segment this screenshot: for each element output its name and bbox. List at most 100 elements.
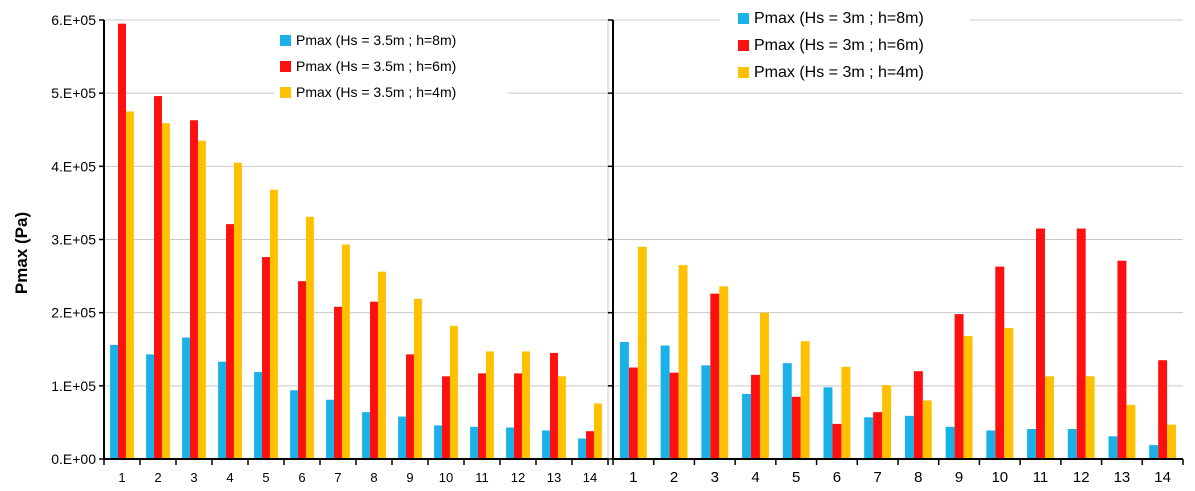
bar	[800, 341, 810, 459]
bar	[146, 354, 155, 459]
bar	[1027, 429, 1037, 459]
bar	[1076, 228, 1086, 459]
legend-label: Pmax (Hs = 3m ; h=8m)	[754, 10, 924, 27]
x-tick-label: 13	[547, 470, 561, 485]
left-bars	[110, 23, 602, 460]
bar	[841, 366, 851, 459]
bar	[485, 351, 494, 459]
bar	[1149, 445, 1159, 459]
x-tick-label: 9	[955, 469, 963, 486]
x-tick-label: 2	[670, 469, 678, 486]
bar	[922, 400, 932, 459]
left-legend: Pmax (Hs = 3.5m ; h=8m) Pmax (Hs = 3.5m ;…	[274, 22, 508, 130]
bar	[413, 298, 422, 459]
legend-swatch	[738, 40, 749, 51]
bar	[298, 281, 306, 459]
y-tick-label: 0.E+00	[51, 451, 96, 467]
bar	[190, 120, 198, 459]
chart-right: 1 2 3 4 5 6 7 8 9 10 11 12 13 14 Pmax (Hs = 3m ; h=8m…	[608, 6, 1184, 486]
bar	[791, 396, 801, 459]
x-tick-label: 9	[406, 470, 413, 485]
y-tick-label: 4.E+05	[51, 158, 96, 174]
legend-background	[274, 22, 508, 130]
x-tick-label: 4	[751, 469, 759, 486]
bar	[873, 412, 883, 459]
bar	[882, 385, 892, 459]
right-bars	[619, 228, 1177, 459]
x-tick-label: 5	[262, 470, 269, 485]
bar	[370, 301, 378, 459]
bar	[586, 431, 594, 459]
bar	[334, 306, 342, 459]
chart-left: 0.E+00 1.E+05 2.E+05 3.E+05 4.E+05 5.E+05 6.E+…	[12, 12, 609, 485]
bar	[619, 341, 629, 459]
bar	[995, 266, 1005, 459]
x-tick-label: 12	[1073, 469, 1090, 486]
bar	[954, 314, 964, 459]
bar	[125, 111, 134, 459]
left-axes	[99, 19, 609, 465]
x-tick-label: 6	[833, 469, 841, 486]
x-tick-label: 8	[370, 470, 377, 485]
bar	[197, 140, 206, 459]
bar	[782, 363, 792, 459]
left-y-tick-labels: 0.E+00 1.E+05 2.E+05 3.E+05 4.E+05 5.E+05 6.E+…	[51, 12, 96, 467]
bar	[398, 416, 407, 459]
bar	[1158, 360, 1168, 459]
bar	[233, 162, 242, 460]
x-tick-label: 8	[914, 469, 922, 486]
bar	[557, 376, 566, 459]
x-tick-label: 14	[583, 470, 597, 485]
bar	[406, 354, 414, 459]
bar	[478, 373, 486, 459]
bar	[161, 123, 170, 459]
right-x-tick-labels: 1 2 3 4 5 6 7 8 9 10 11 12 13 14	[629, 469, 1171, 486]
bar	[506, 427, 515, 459]
y-tick-label: 2.E+05	[51, 305, 96, 321]
legend-swatch	[738, 13, 749, 24]
y-tick-label: 5.E+05	[51, 85, 96, 101]
y-tick-label: 3.E+05	[51, 232, 96, 248]
bar	[341, 244, 350, 459]
x-tick-label: 11	[475, 470, 489, 485]
right-legend: Pmax (Hs = 3m ; h=8m) Pmax (Hs = 3m ; h=6…	[720, 6, 970, 88]
bar	[660, 345, 670, 459]
bar	[269, 189, 278, 459]
x-tick-label: 10	[439, 470, 453, 485]
legend-swatch	[738, 67, 749, 78]
bar	[305, 216, 314, 459]
x-tick-label: 11	[1033, 469, 1049, 486]
x-tick-label: 5	[792, 469, 800, 486]
legend-swatch	[280, 87, 291, 98]
bar	[182, 337, 191, 459]
legend-label: Pmax (Hs = 3.5m ; h=4m)	[296, 84, 456, 100]
bar	[759, 312, 769, 459]
right-axes	[608, 19, 1184, 465]
bar	[628, 367, 638, 459]
bar	[550, 352, 558, 459]
bar	[449, 325, 458, 459]
legend-label: Pmax (Hs = 3.5m ; h=6m)	[296, 58, 456, 74]
bar	[1004, 328, 1014, 459]
bar	[1036, 228, 1045, 459]
x-tick-label: 10	[991, 469, 1008, 486]
bar	[1126, 404, 1136, 459]
x-tick-label: 2	[154, 470, 161, 485]
bar	[945, 426, 955, 459]
x-tick-label: 7	[873, 469, 881, 486]
bar	[290, 390, 299, 459]
legend-label: Pmax (Hs = 3m ; h=4m)	[754, 64, 924, 81]
legend-background	[720, 6, 970, 88]
x-tick-label: 1	[118, 470, 125, 485]
bar	[913, 371, 923, 459]
x-tick-label: 4	[226, 470, 233, 485]
bar	[226, 224, 234, 459]
bar	[118, 23, 126, 460]
bar	[986, 430, 996, 459]
bar	[110, 344, 119, 459]
bar	[470, 426, 479, 459]
y-tick-label: 1.E+05	[51, 378, 96, 394]
bar	[710, 293, 720, 459]
x-tick-label: 6	[298, 470, 305, 485]
